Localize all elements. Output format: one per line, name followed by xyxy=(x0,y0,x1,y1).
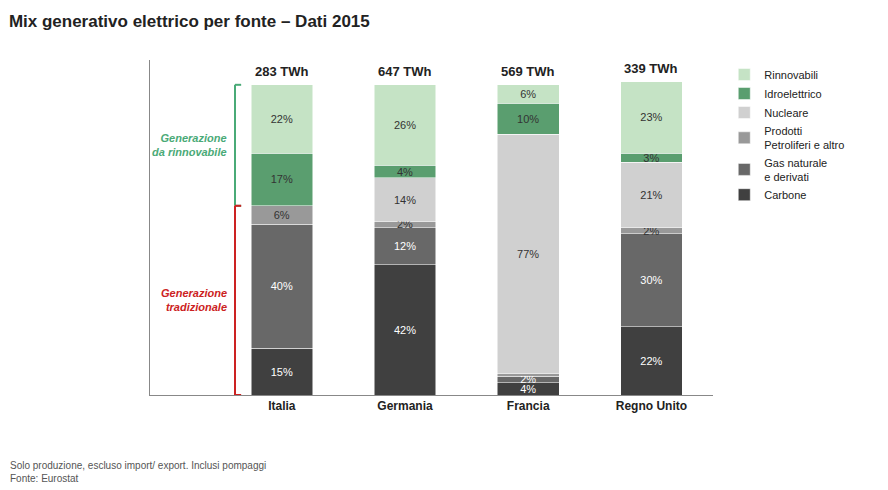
svg-text:42%: 42% xyxy=(394,324,416,336)
svg-text:Generazionetradizionale: Generazionetradizionale xyxy=(161,287,227,313)
svg-text:Idroelettrico: Idroelettrico xyxy=(764,88,821,100)
svg-text:Solo produzione, escluso impor: Solo produzione, escluso import/ export.… xyxy=(10,460,266,484)
svg-text:Germania: Germania xyxy=(377,399,433,413)
svg-text:26%: 26% xyxy=(394,119,416,131)
svg-text:Nucleare: Nucleare xyxy=(764,107,808,119)
svg-text:30%: 30% xyxy=(640,274,662,286)
svg-text:22%: 22% xyxy=(640,355,662,367)
svg-text:569 TWh: 569 TWh xyxy=(501,64,555,79)
svg-text:Italia: Italia xyxy=(268,399,296,413)
svg-text:Generazioneda rinnovabile: Generazioneda rinnovabile xyxy=(152,132,227,158)
svg-text:77%: 77% xyxy=(517,248,539,260)
svg-text:23%: 23% xyxy=(640,111,662,123)
svg-text:17%: 17% xyxy=(271,173,293,185)
svg-text:Francia: Francia xyxy=(507,399,550,413)
svg-text:15%: 15% xyxy=(271,366,293,378)
svg-text:22%: 22% xyxy=(271,113,293,125)
svg-text:283 TWh: 283 TWh xyxy=(255,64,309,79)
svg-text:12%: 12% xyxy=(394,240,416,252)
svg-text:Regno Unito: Regno Unito xyxy=(616,399,687,413)
svg-text:ProdottiPetroliferi e altro: ProdottiPetroliferi e altro xyxy=(764,125,844,151)
svg-text:6%: 6% xyxy=(274,209,290,221)
svg-text:Gas naturalee derivati: Gas naturalee derivati xyxy=(764,157,827,183)
svg-text:339 TWh: 339 TWh xyxy=(624,61,678,76)
svg-text:Rinnovabili: Rinnovabili xyxy=(764,69,818,81)
svg-text:6%: 6% xyxy=(520,88,536,100)
svg-text:3%: 3% xyxy=(643,152,659,164)
svg-text:10%: 10% xyxy=(517,113,539,125)
svg-text:647 TWh: 647 TWh xyxy=(378,64,432,79)
svg-text:Mix generativo elettrico per f: Mix generativo elettrico per fonte – Dat… xyxy=(9,12,370,31)
svg-text:21%: 21% xyxy=(640,189,662,201)
svg-text:40%: 40% xyxy=(271,280,293,292)
svg-text:2%: 2% xyxy=(397,218,413,230)
svg-text:4%: 4% xyxy=(520,383,536,395)
svg-text:2%: 2% xyxy=(643,225,659,237)
svg-text:4%: 4% xyxy=(397,166,413,178)
svg-text:2%: 2% xyxy=(520,373,536,385)
svg-text:14%: 14% xyxy=(394,194,416,206)
svg-text:Carbone: Carbone xyxy=(764,189,806,201)
